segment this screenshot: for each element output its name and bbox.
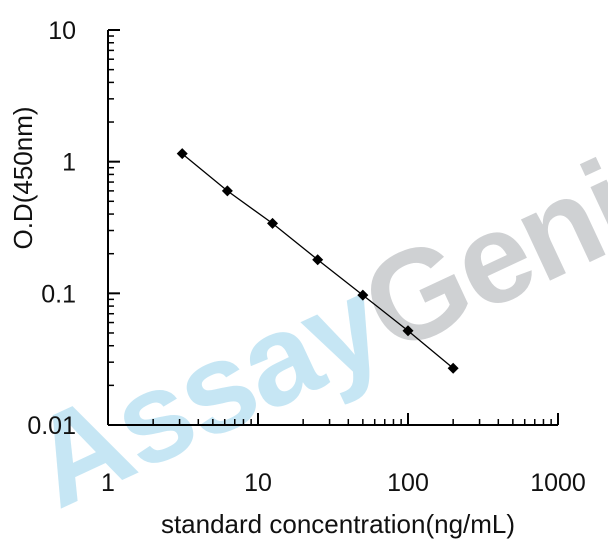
y-tick-label: 10 [48, 17, 76, 45]
y-tick-label: 0.1 [41, 280, 76, 308]
y-axis-title: O.D(450nm) [8, 106, 38, 249]
data-point [221, 185, 233, 197]
x-ticks: 1 10 100 1000 [101, 413, 586, 497]
watermark: AssayGenie [9, 105, 608, 536]
data-point [357, 289, 369, 301]
x-tick-label: 100 [387, 469, 429, 497]
data-point [402, 325, 414, 337]
data-point [312, 254, 324, 266]
x-tick-label: 1000 [530, 469, 586, 497]
y-tick-label: 0.01 [27, 412, 76, 440]
x-tick-label: 1 [101, 469, 115, 497]
axes [107, 30, 558, 426]
x-tick-label: 10 [244, 469, 272, 497]
series [176, 148, 459, 374]
x-axis-title: standard concentration(ng/mL) [161, 509, 515, 539]
data-point [447, 362, 459, 374]
data-point [176, 148, 188, 160]
svg-text:AssayGenie: AssayGenie [9, 105, 608, 536]
y-ticks: 0.01 0.1 1 10 [27, 17, 120, 440]
y-tick-label: 1 [62, 149, 76, 177]
data-point [267, 217, 279, 229]
